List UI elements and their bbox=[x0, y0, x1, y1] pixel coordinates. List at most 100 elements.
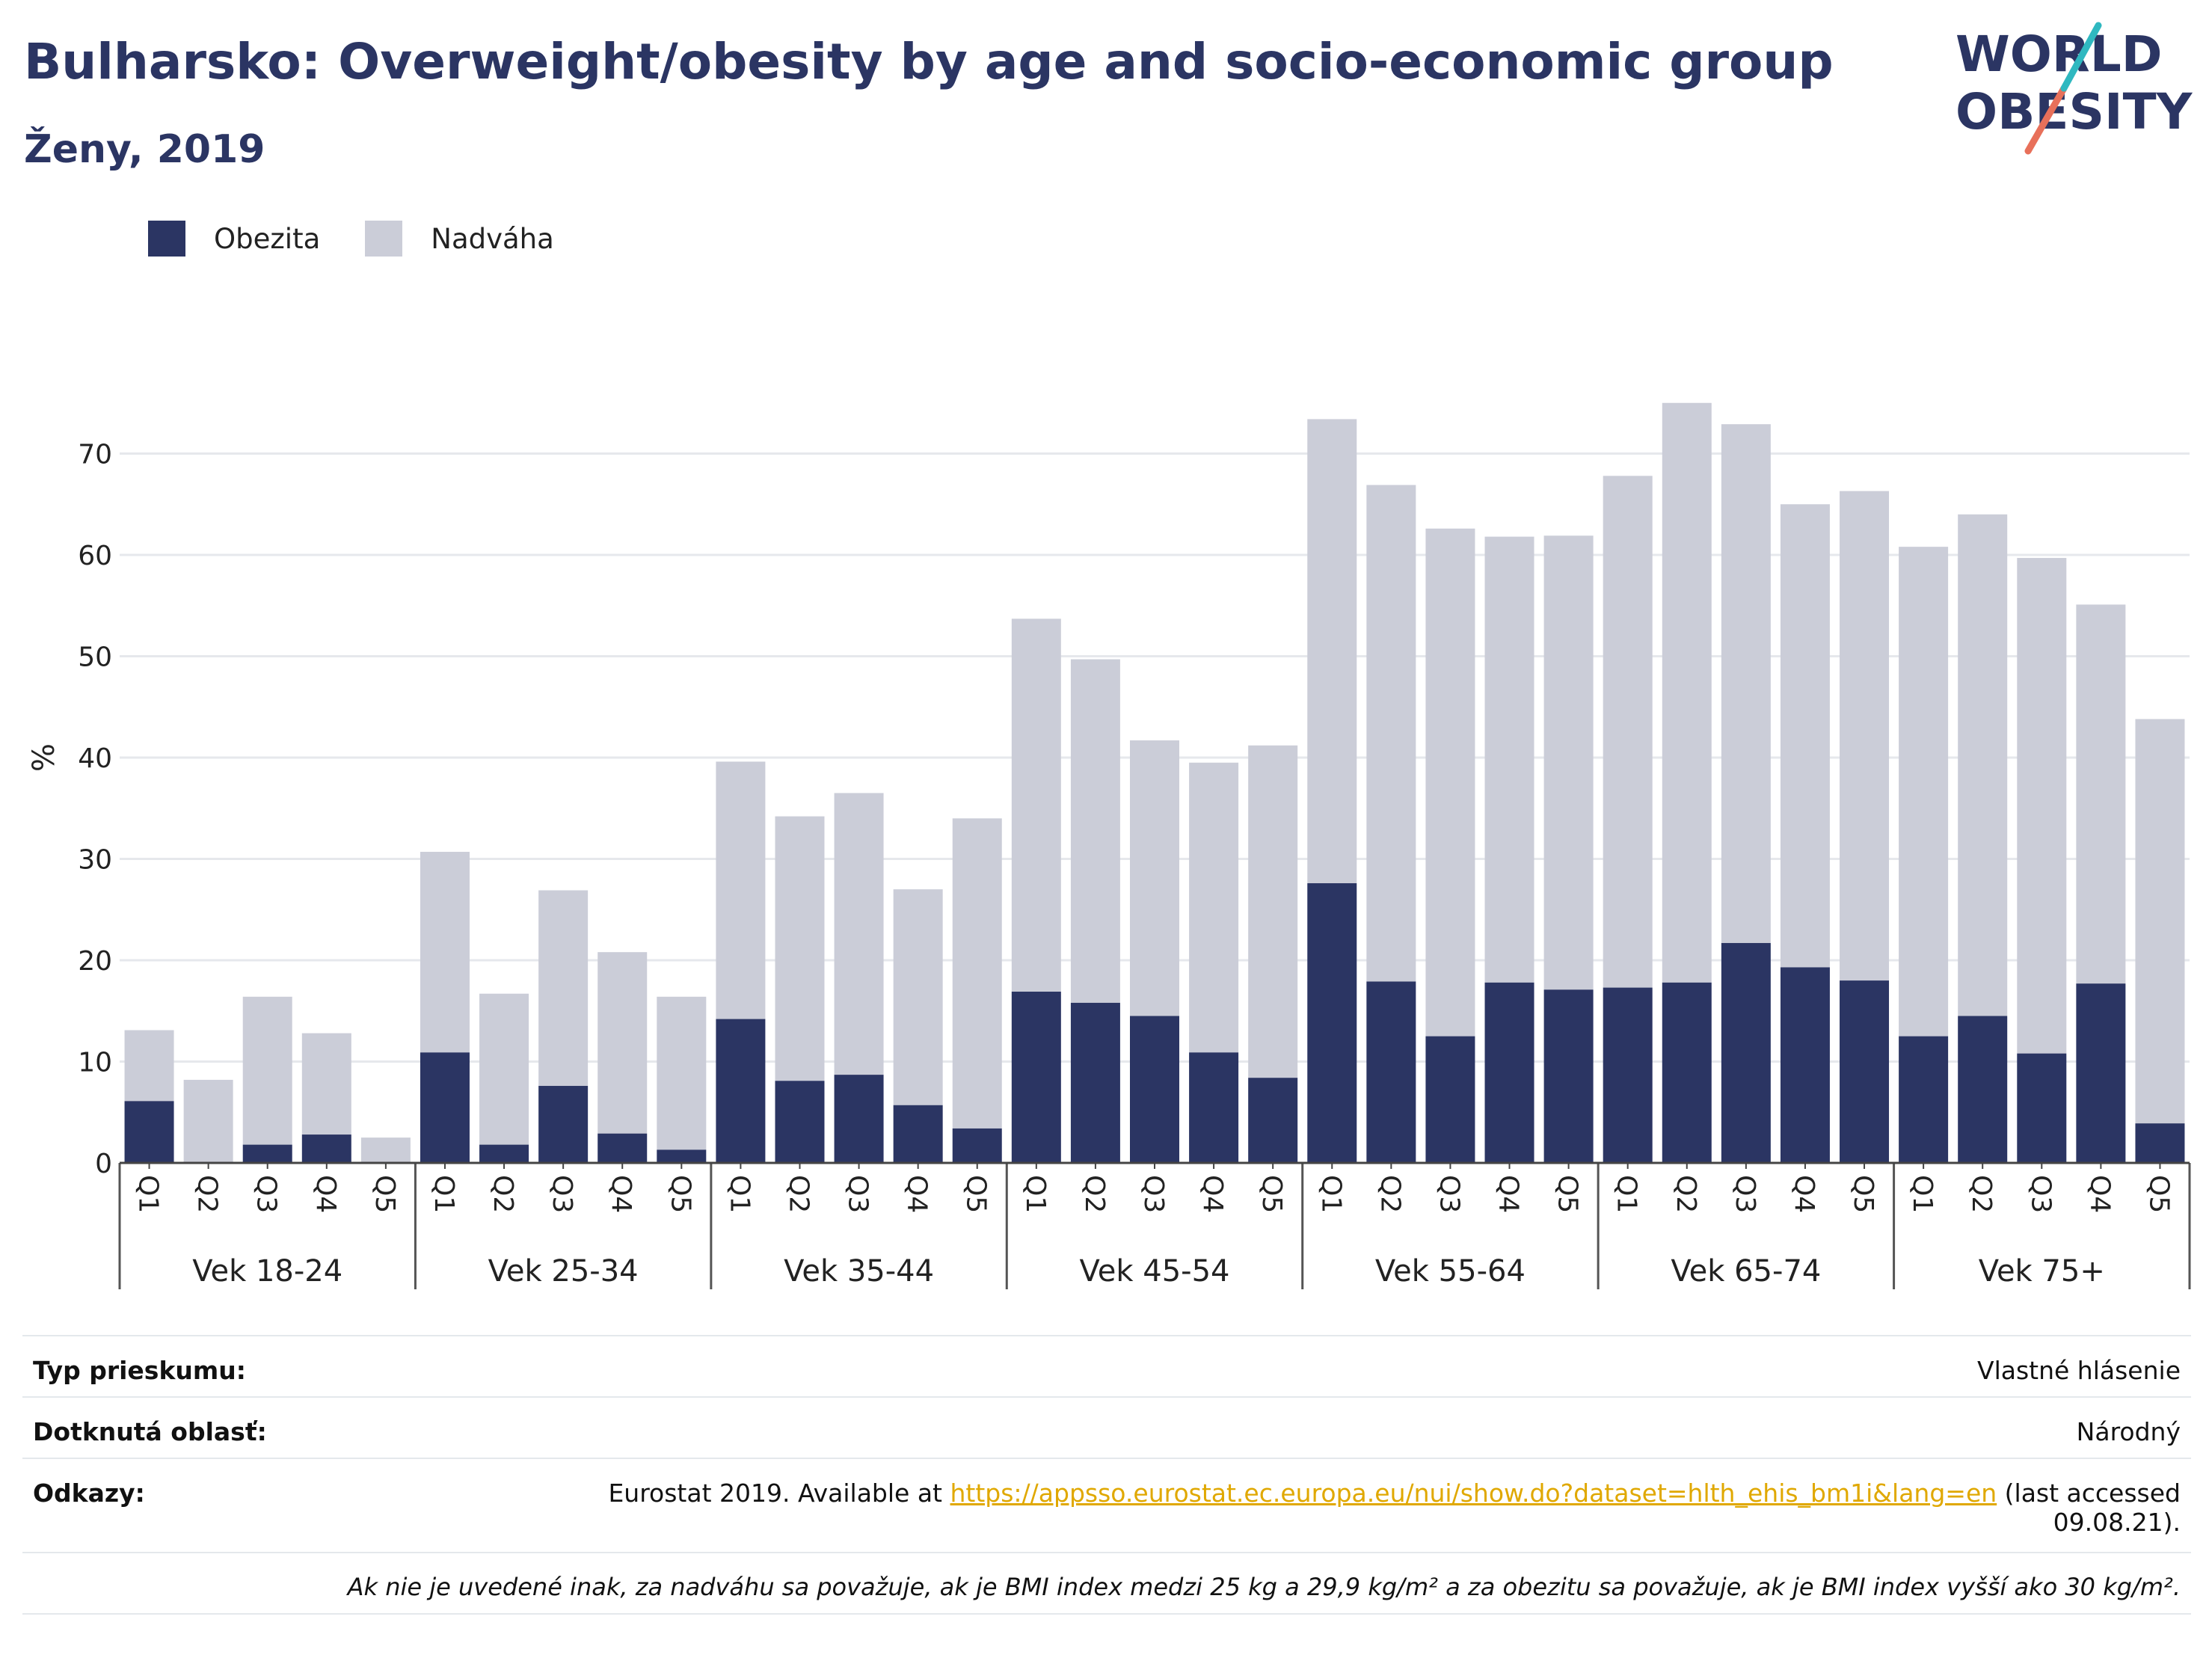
bar-overweight bbox=[893, 889, 943, 1105]
x-tick-label: Q4 bbox=[902, 1175, 933, 1213]
logo-slash-teal bbox=[2060, 22, 2102, 92]
logo-slash-coral bbox=[2024, 85, 2068, 155]
bar-obesity bbox=[1248, 1078, 1298, 1163]
bar-obesity bbox=[597, 1133, 648, 1163]
bar-obesity bbox=[1840, 980, 1890, 1163]
bar-obesity bbox=[420, 1052, 470, 1163]
group-label: Vek 35-44 bbox=[784, 1254, 934, 1289]
bar-overweight bbox=[1366, 485, 1416, 982]
group-label: Vek 25-34 bbox=[488, 1254, 639, 1289]
bar-overweight bbox=[2135, 719, 2185, 1124]
bar-overweight bbox=[1840, 491, 1890, 981]
group-label: Vek 55-64 bbox=[1375, 1254, 1526, 1289]
x-tick-label: Q5 bbox=[2143, 1175, 2174, 1213]
bar-overweight bbox=[952, 818, 1002, 1129]
x-tick-label: Q1 bbox=[724, 1175, 755, 1213]
references-date: 09.08.21). bbox=[2053, 1508, 2181, 1537]
x-tick-label: Q4 bbox=[1789, 1175, 1819, 1213]
bar-obesity bbox=[2076, 983, 2126, 1163]
bar-obesity bbox=[538, 1086, 589, 1163]
x-tick-label: Q1 bbox=[1907, 1175, 1938, 1213]
world-obesity-logo: WORLD OBESITY bbox=[1956, 22, 2193, 155]
chart-subtitle: Ženy, 2019 bbox=[24, 127, 265, 172]
group-label: Vek 65-74 bbox=[1671, 1254, 1821, 1289]
x-tick-label: Q2 bbox=[1374, 1175, 1405, 1213]
bar-overweight bbox=[1011, 618, 1061, 992]
x-tick-label: Q2 bbox=[1966, 1175, 1997, 1213]
x-tick-label: Q1 bbox=[428, 1175, 459, 1213]
x-tick-label: Q2 bbox=[783, 1175, 814, 1213]
x-tick-label: Q2 bbox=[192, 1175, 223, 1213]
bar-overweight bbox=[1958, 514, 2008, 1016]
area-value: Národný bbox=[2076, 1417, 2181, 1446]
bar-overweight bbox=[420, 852, 470, 1053]
y-tick-label: 60 bbox=[78, 541, 112, 571]
x-tick-label: Q5 bbox=[1848, 1175, 1878, 1213]
bar-obesity bbox=[716, 1019, 766, 1163]
bar-overweight bbox=[1425, 528, 1475, 1037]
references-link[interactable]: https://appsso.eurostat.ec.europa.eu/nui… bbox=[950, 1479, 1997, 1508]
survey-type-value: Vlastné hlásenie bbox=[1977, 1356, 2181, 1385]
references-row: Odkazy: Eurostat 2019. Available at http… bbox=[22, 1458, 2191, 1552]
x-tick-label: Q2 bbox=[1079, 1175, 1110, 1213]
bar-overweight bbox=[834, 793, 884, 1075]
x-tick-label: Q3 bbox=[1730, 1175, 1760, 1213]
group-label: Vek 75+ bbox=[1979, 1254, 2105, 1289]
y-tick-label: 40 bbox=[78, 743, 112, 774]
x-tick-label: Q4 bbox=[310, 1175, 341, 1213]
x-tick-label: Q2 bbox=[488, 1175, 518, 1213]
note-row: Ak nie je uvedené inak, za nadváhu sa po… bbox=[22, 1552, 2191, 1615]
legend: Obezita Nadváha bbox=[148, 221, 599, 257]
bar-obesity bbox=[1307, 883, 1357, 1163]
bar-overweight bbox=[124, 1030, 174, 1102]
x-tick-label: Q1 bbox=[1020, 1175, 1051, 1213]
bar-obesity bbox=[2135, 1123, 2185, 1163]
bar-obesity bbox=[1780, 967, 1830, 1163]
bar-obesity bbox=[952, 1128, 1002, 1163]
references-label: Odkazy: bbox=[33, 1479, 145, 1508]
bar-overweight bbox=[1603, 476, 1653, 988]
legend-swatch-overweight bbox=[365, 221, 403, 257]
x-tick-label: Q3 bbox=[1434, 1175, 1464, 1213]
bar-overweight bbox=[2017, 558, 2067, 1054]
x-tick-label: Q5 bbox=[369, 1175, 400, 1213]
survey-type-label: Typ prieskumu: bbox=[33, 1356, 246, 1385]
bar-obesity bbox=[301, 1134, 351, 1163]
x-tick-label: Q5 bbox=[665, 1175, 695, 1213]
bar-chart: 0 10 20 30 40 50 60 70% Q1 Q2 Q3 Q4 Q5 Vek 18-24 Q1 Q2 Q… bbox=[27, 402, 2191, 1289]
y-tick-label: 10 bbox=[78, 1048, 112, 1078]
bar-obesity bbox=[242, 1144, 292, 1163]
chart-title: Bulharsko: Overweight/obesity by age and… bbox=[24, 33, 1834, 90]
x-tick-label: Q4 bbox=[2084, 1175, 2115, 1213]
x-tick-label: Q1 bbox=[1612, 1175, 1642, 1213]
bar-overweight bbox=[1780, 504, 1830, 968]
x-tick-label: Q1 bbox=[133, 1175, 164, 1213]
bar-overweight bbox=[183, 1079, 233, 1163]
bar-obesity bbox=[893, 1105, 943, 1163]
bar-obesity bbox=[1958, 1016, 2008, 1163]
bar-obesity bbox=[657, 1149, 707, 1163]
bar-obesity bbox=[124, 1101, 174, 1163]
x-tick-label: Q4 bbox=[1197, 1175, 1228, 1213]
x-tick-label: Q5 bbox=[961, 1175, 992, 1213]
x-tick-label: Q3 bbox=[1138, 1175, 1169, 1213]
y-tick-label: 30 bbox=[78, 845, 112, 876]
area-row: Dotknutá oblasť: Národný bbox=[22, 1396, 2191, 1458]
bar-overweight bbox=[716, 761, 766, 1019]
bar-overweight bbox=[1543, 535, 1594, 990]
bar-obesity bbox=[1484, 982, 1534, 1163]
bar-obesity bbox=[1425, 1036, 1475, 1163]
bar-overweight bbox=[775, 816, 825, 1081]
bar-obesity bbox=[2017, 1053, 2067, 1163]
bar-obesity bbox=[1011, 992, 1061, 1163]
logo-line1: WORLD bbox=[1956, 25, 2163, 83]
x-tick-label: Q5 bbox=[1552, 1175, 1583, 1213]
y-tick-label: 20 bbox=[78, 946, 112, 977]
x-tick-label: Q5 bbox=[1256, 1175, 1287, 1213]
x-tick-label: Q2 bbox=[1671, 1175, 1701, 1213]
survey-type-row: Typ prieskumu: Vlastné hlásenie bbox=[22, 1335, 2191, 1396]
bar-overweight bbox=[1307, 419, 1357, 884]
bar-obesity bbox=[1662, 982, 1712, 1163]
x-tick-label: Q3 bbox=[843, 1175, 873, 1213]
bar-overweight bbox=[1070, 659, 1120, 1003]
